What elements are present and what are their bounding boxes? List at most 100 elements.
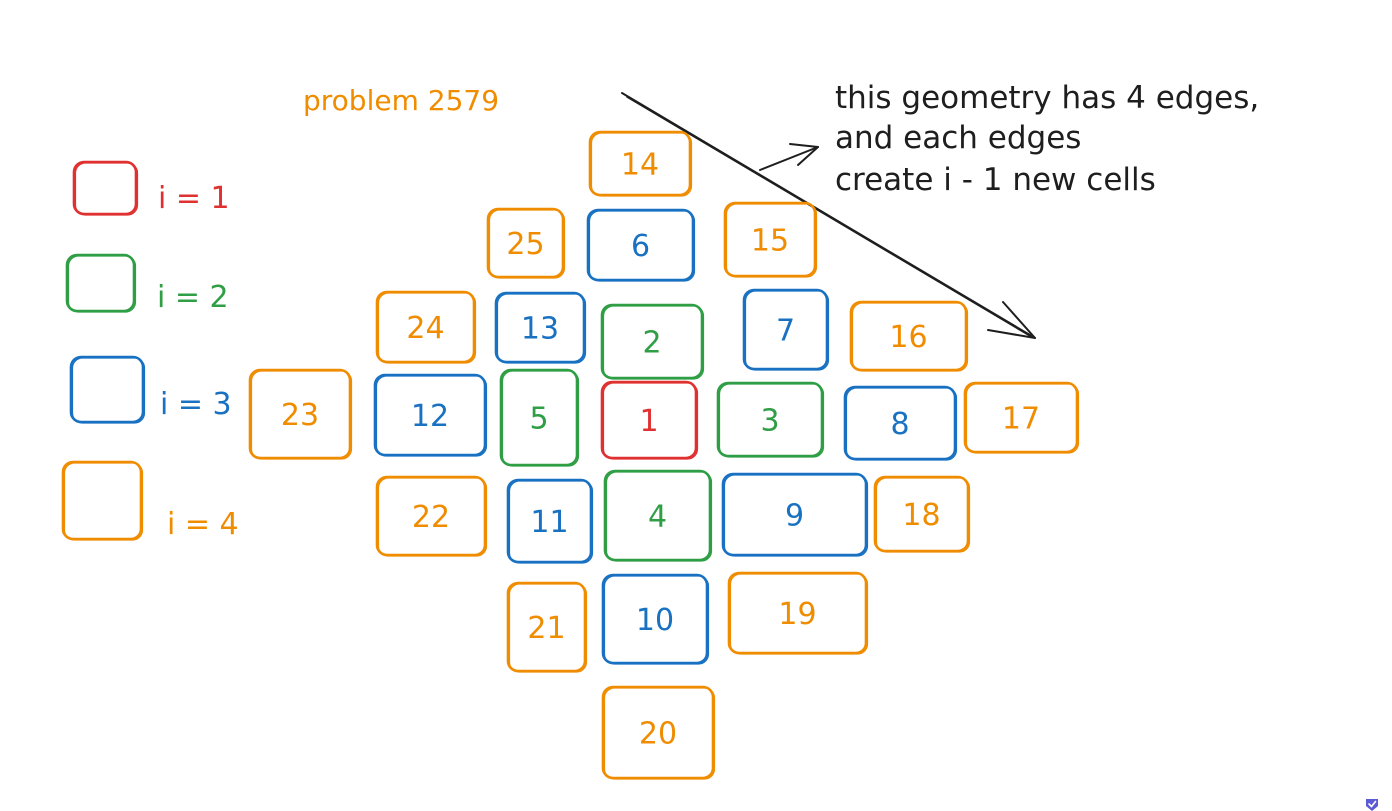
grid-cell-border	[488, 209, 566, 279]
grid-cell-border	[723, 201, 817, 278]
grid-cell-label: 12	[411, 399, 449, 434]
legend-swatch	[72, 160, 138, 216]
grid-cell-border	[845, 387, 958, 461]
grid-cell-border	[965, 383, 1080, 454]
grid-cell-border	[506, 478, 593, 564]
grid-cell-border	[849, 300, 968, 372]
grid-cell: 2	[600, 303, 705, 380]
grid-cell-label: 18	[902, 498, 940, 533]
grid-cell-label: 25	[506, 227, 544, 262]
legend-item: i = 4	[61, 460, 239, 542]
grid-cell-border	[248, 368, 352, 460]
grid-cell-border	[250, 370, 353, 460]
grid-cell-border	[375, 290, 476, 364]
grid-cell: 7	[742, 288, 830, 371]
grid-cell-border	[501, 370, 580, 467]
grid-cell: 11	[506, 478, 594, 564]
grid-cell-border	[377, 292, 477, 364]
grid-cell: 13	[494, 291, 587, 364]
diagonal-arrow-line	[621, 92, 1036, 339]
grid-cell-label: 23	[281, 398, 319, 433]
grid-cell-border	[716, 381, 824, 458]
grid-cell-border	[744, 290, 830, 371]
grid-cell-border	[723, 474, 869, 557]
grid-cell-label: 5	[529, 402, 548, 437]
grid-cell-border	[873, 475, 970, 553]
grid-cell-border	[499, 368, 579, 467]
pointer-arrow-line	[759, 146, 819, 171]
grid-cell-border	[590, 132, 693, 197]
legend-swatch	[67, 255, 137, 313]
grid-cell: 10	[601, 573, 710, 665]
grid-cell-border	[601, 573, 709, 665]
diagram-title: problem 2579	[303, 84, 499, 117]
annotation-line-3: create i - 1 new cells	[835, 162, 1156, 198]
grid-cell-label: 15	[751, 224, 789, 259]
grid-cell-border	[605, 471, 713, 562]
grid-cell-border	[600, 380, 698, 460]
grid-cell-border	[586, 208, 695, 282]
grid-cell-border	[506, 581, 587, 673]
grid-cell-border	[508, 480, 594, 564]
grid-cell-label: 6	[631, 229, 650, 264]
legend-label: i = 1	[158, 181, 230, 216]
grid-cell: 5	[499, 368, 580, 467]
grid-cell-border	[725, 203, 818, 278]
grid-cell-border	[602, 305, 705, 380]
legend-label: i = 3	[160, 387, 232, 422]
grid-cell: 20	[601, 685, 716, 780]
grid-cell-border	[729, 573, 869, 655]
grid-cell-label: 19	[778, 597, 816, 632]
grid-cell-label: 8	[890, 407, 909, 442]
grid-cell: 24	[375, 290, 477, 364]
grid-cell-border	[742, 288, 829, 371]
diagonal-arrow-head	[987, 301, 1036, 339]
grid-cell: 17	[963, 381, 1080, 454]
grid-cell: 14	[588, 130, 693, 197]
grid-cell: 12	[373, 373, 488, 457]
legend-item: i = 2	[65, 253, 229, 315]
grid-cell: 6	[586, 208, 696, 282]
legend-swatch	[63, 462, 144, 541]
legend-label: i = 2	[157, 280, 229, 315]
diagonal-arrow-line-sketch	[626, 96, 1031, 337]
grid-cell-border	[601, 685, 715, 780]
grid-cell-border	[851, 302, 969, 372]
grid-cell-border	[603, 687, 716, 780]
grid-cell: 8	[843, 385, 958, 461]
grid-cell-border	[727, 571, 868, 655]
grid-cell-label: 10	[636, 603, 674, 638]
grid-cell: 22	[375, 475, 488, 557]
grid-cell-border	[603, 469, 712, 562]
grid-cell-border	[721, 472, 868, 557]
grid-cell-border	[486, 207, 565, 279]
grid-cell-label: 4	[648, 500, 667, 535]
grid-cell-label: 11	[530, 505, 568, 540]
grid-cell: 9	[721, 472, 869, 557]
legend: i = 1 i = 2 i = 3 i = 4	[61, 160, 239, 542]
grid-cell-border	[508, 583, 588, 673]
grid-cell: 4	[603, 469, 713, 562]
grid-cell: 15	[723, 201, 818, 278]
legend-item: i = 1	[72, 160, 230, 216]
grid-cell-border	[963, 381, 1079, 454]
verified-badge-icon	[1366, 799, 1378, 811]
annotation-line-2: and each edges	[835, 120, 1081, 156]
grid-cell-border	[602, 382, 699, 460]
grid-cell: 18	[873, 475, 971, 553]
grid-cell-border	[373, 373, 487, 457]
grid-cell: 19	[727, 571, 869, 655]
legend-swatch	[65, 253, 136, 313]
grid-cell-border	[494, 291, 586, 364]
grid-cell-label: 17	[1002, 402, 1040, 437]
grid-cell-label: 21	[527, 611, 565, 646]
grid-cell-label: 3	[760, 404, 779, 439]
grid-cell-label: 13	[521, 312, 559, 347]
grid-cell-border	[375, 375, 488, 457]
arrows	[621, 92, 1036, 339]
grid-cell: 16	[849, 300, 969, 372]
legend-swatch	[71, 357, 146, 424]
grid-cell-label: 9	[785, 499, 804, 534]
legend-swatch	[69, 355, 145, 424]
grid-cell: 21	[506, 581, 588, 673]
